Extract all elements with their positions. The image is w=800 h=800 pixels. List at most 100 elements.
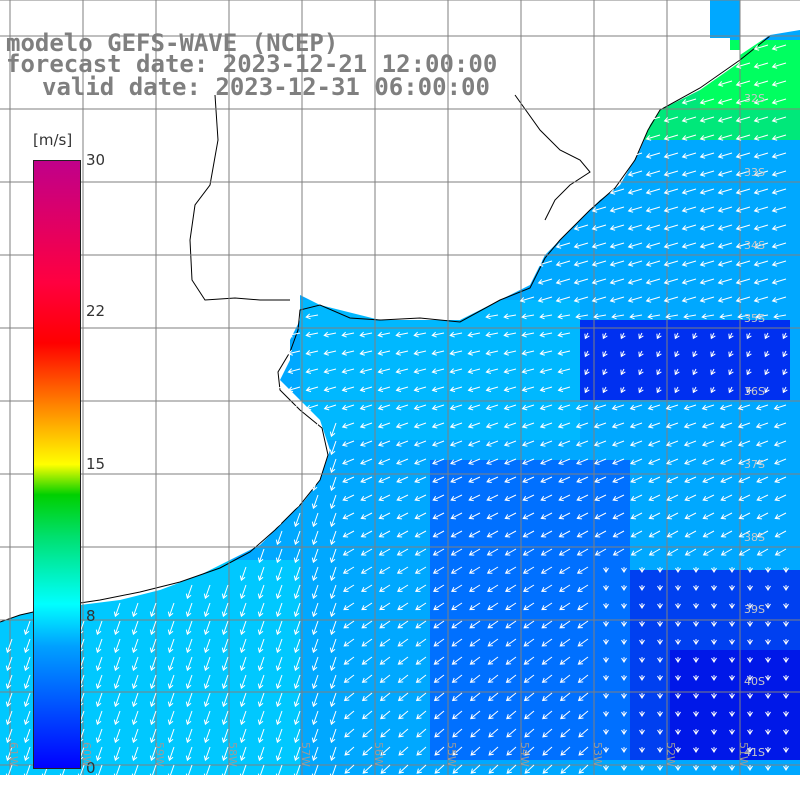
wind-arrow bbox=[467, 331, 481, 338]
wind-arrow bbox=[149, 728, 157, 744]
wind-arrow bbox=[5, 638, 13, 654]
wind-arrow bbox=[771, 116, 787, 123]
wind-arrow bbox=[747, 747, 753, 753]
wind-arrow bbox=[323, 331, 337, 338]
wind-arrow bbox=[663, 296, 679, 303]
wind-arrow bbox=[433, 620, 445, 629]
wind-arrow bbox=[621, 585, 627, 591]
wind-arrow bbox=[630, 476, 643, 484]
wind-arrow bbox=[656, 332, 662, 340]
wind-arrow bbox=[735, 134, 751, 141]
wind-arrow bbox=[504, 458, 517, 465]
wind-arrow bbox=[467, 350, 481, 356]
wind-arrow bbox=[542, 746, 553, 756]
wind-arrow bbox=[413, 368, 427, 374]
wind-arrow bbox=[639, 657, 645, 663]
wind-arrow bbox=[675, 621, 681, 627]
wind-arrow bbox=[521, 440, 535, 447]
wind-arrow bbox=[329, 746, 337, 762]
wind-arrow bbox=[753, 44, 769, 51]
wind-arrow bbox=[559, 638, 571, 647]
wind-arrow bbox=[275, 584, 283, 600]
wind-arrow bbox=[413, 440, 427, 447]
wind-arrow bbox=[257, 602, 265, 618]
wind-arrow bbox=[783, 711, 789, 717]
wind-arrow bbox=[771, 170, 787, 177]
wind-arrow bbox=[523, 638, 535, 647]
wind-arrow bbox=[221, 620, 229, 636]
wind-arrow bbox=[699, 98, 715, 105]
wind-arrow bbox=[558, 512, 571, 520]
wind-arrow bbox=[699, 278, 715, 285]
wind-arrow bbox=[488, 746, 499, 756]
wind-arrow bbox=[675, 675, 681, 681]
wind-arrow bbox=[23, 656, 31, 672]
wind-arrow bbox=[485, 386, 499, 393]
wind-arrow bbox=[362, 764, 373, 774]
wind-arrow bbox=[639, 621, 645, 627]
wind-arrow bbox=[675, 585, 681, 591]
wind-arrow bbox=[167, 764, 175, 780]
wind-arrow bbox=[584, 386, 590, 394]
wind-arrow bbox=[738, 530, 751, 538]
wind-arrow bbox=[113, 764, 121, 780]
wind-arrow bbox=[293, 566, 301, 582]
wind-arrow bbox=[293, 548, 301, 564]
wind-arrow bbox=[657, 747, 663, 753]
wind-arrow bbox=[450, 512, 463, 520]
wind-arrow bbox=[361, 656, 373, 665]
wind-arrow bbox=[675, 693, 681, 699]
wind-arrow bbox=[576, 512, 589, 520]
wind-arrow bbox=[5, 728, 13, 744]
wind-arrow bbox=[603, 585, 609, 591]
wind-arrow bbox=[257, 764, 265, 780]
wind-arrow bbox=[609, 242, 625, 249]
wind-arrow bbox=[167, 746, 175, 762]
wind-arrow bbox=[591, 278, 607, 285]
wind-arrow bbox=[305, 350, 319, 356]
wind-arrow bbox=[149, 692, 157, 708]
wind-arrow bbox=[522, 476, 535, 484]
wind-arrow bbox=[584, 350, 590, 358]
wind-arrow bbox=[343, 602, 355, 611]
wind-arrow bbox=[702, 530, 715, 538]
lat-label: 40S bbox=[744, 675, 765, 688]
wind-arrow bbox=[431, 422, 445, 429]
lon-label: 58W bbox=[226, 742, 239, 767]
wind-arrow bbox=[681, 242, 697, 249]
wind-arrow bbox=[377, 404, 391, 411]
wind-arrow bbox=[343, 584, 355, 592]
wind-arrow bbox=[203, 674, 211, 690]
wind-arrow bbox=[203, 746, 211, 762]
wind-arrow bbox=[630, 530, 643, 538]
wind-arrow bbox=[257, 692, 265, 708]
wind-arrow bbox=[131, 674, 139, 690]
wind-arrow bbox=[469, 692, 481, 702]
wind-arrows bbox=[5, 44, 789, 780]
wind-arrow bbox=[771, 44, 787, 51]
wind-arrow bbox=[413, 404, 427, 411]
wind-arrow bbox=[612, 548, 625, 556]
wind-arrow bbox=[131, 656, 139, 672]
wind-arrow bbox=[95, 692, 103, 708]
wind-arrow bbox=[638, 350, 644, 358]
wind-arrow bbox=[612, 530, 625, 538]
wind-arrow bbox=[747, 567, 753, 573]
wind-arrow bbox=[221, 674, 229, 690]
wind-arrow bbox=[603, 765, 609, 771]
wind-arrow bbox=[486, 494, 499, 502]
wind-arrow bbox=[239, 710, 247, 726]
wind-arrow bbox=[415, 620, 427, 629]
wind-arrow bbox=[361, 638, 373, 647]
wind-arrow bbox=[414, 530, 427, 538]
wind-arrow bbox=[621, 621, 627, 627]
wind-arrow bbox=[450, 458, 463, 465]
wind-arrow bbox=[717, 98, 733, 105]
wind-arrow bbox=[584, 368, 590, 376]
wind-arrow bbox=[699, 296, 715, 303]
wind-arrow bbox=[341, 422, 355, 429]
wind-arrow bbox=[361, 692, 373, 702]
wind-arrow bbox=[239, 602, 247, 618]
wind-arrow bbox=[753, 80, 769, 87]
